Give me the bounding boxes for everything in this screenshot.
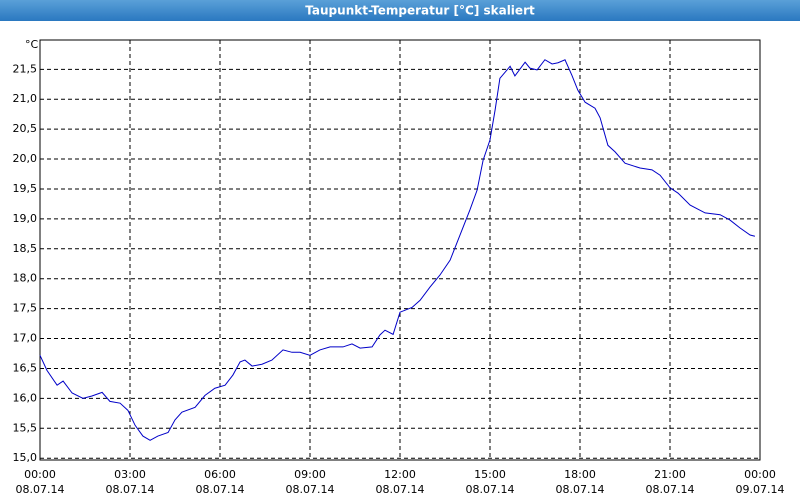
x-tick-label: 00:00 bbox=[744, 468, 776, 481]
y-tick-label: 17,0 bbox=[13, 332, 38, 345]
y-tick-label: 16,0 bbox=[13, 391, 38, 404]
data-line bbox=[39, 59, 756, 441]
x-tick-date: 09.07.14 bbox=[736, 483, 785, 496]
y-tick-label: 20,0 bbox=[13, 152, 38, 165]
y-tick-label: 19,0 bbox=[13, 212, 38, 225]
chart-title: Taupunkt-Temperatur [°C] skaliert bbox=[305, 4, 535, 18]
x-tick-label: 21:00 bbox=[654, 468, 686, 481]
y-tick-label: 19,5 bbox=[13, 182, 38, 195]
y-tick-label: 16,5 bbox=[13, 361, 38, 374]
y-tick-label: 15,5 bbox=[13, 421, 38, 434]
x-tick-date: 08.07.14 bbox=[286, 483, 335, 496]
y-tick-label: 21,0 bbox=[13, 92, 38, 105]
y-tick-label: 17,5 bbox=[13, 302, 38, 315]
x-tick-label: 15:00 bbox=[474, 468, 506, 481]
y-tick-label: 15,0 bbox=[13, 451, 38, 464]
x-tick-label: 12:00 bbox=[384, 468, 416, 481]
y-tick-label: 18,5 bbox=[13, 242, 38, 255]
x-tick-date: 08.07.14 bbox=[556, 483, 605, 496]
x-tick-label: 00:00 bbox=[24, 468, 56, 481]
x-tick-label: 18:00 bbox=[564, 468, 596, 481]
y-unit: °C bbox=[25, 38, 39, 51]
x-tick-date: 08.07.14 bbox=[376, 483, 425, 496]
x-tick-label: 03:00 bbox=[114, 468, 146, 481]
title-bar bbox=[0, 0, 800, 21]
y-tick-label: 18,0 bbox=[13, 272, 38, 285]
x-tick-date: 08.07.14 bbox=[196, 483, 245, 496]
x-tick-date: 08.07.14 bbox=[106, 483, 155, 496]
y-tick-label: 20,5 bbox=[13, 122, 38, 135]
x-tick-label: 09:00 bbox=[294, 468, 326, 481]
x-tick-date: 08.07.14 bbox=[646, 483, 695, 496]
y-tick-label: 21,5 bbox=[13, 62, 38, 75]
x-tick-date: 08.07.14 bbox=[16, 483, 65, 496]
x-tick-label: 06:00 bbox=[204, 468, 236, 481]
x-tick-date: 08.07.14 bbox=[466, 483, 515, 496]
